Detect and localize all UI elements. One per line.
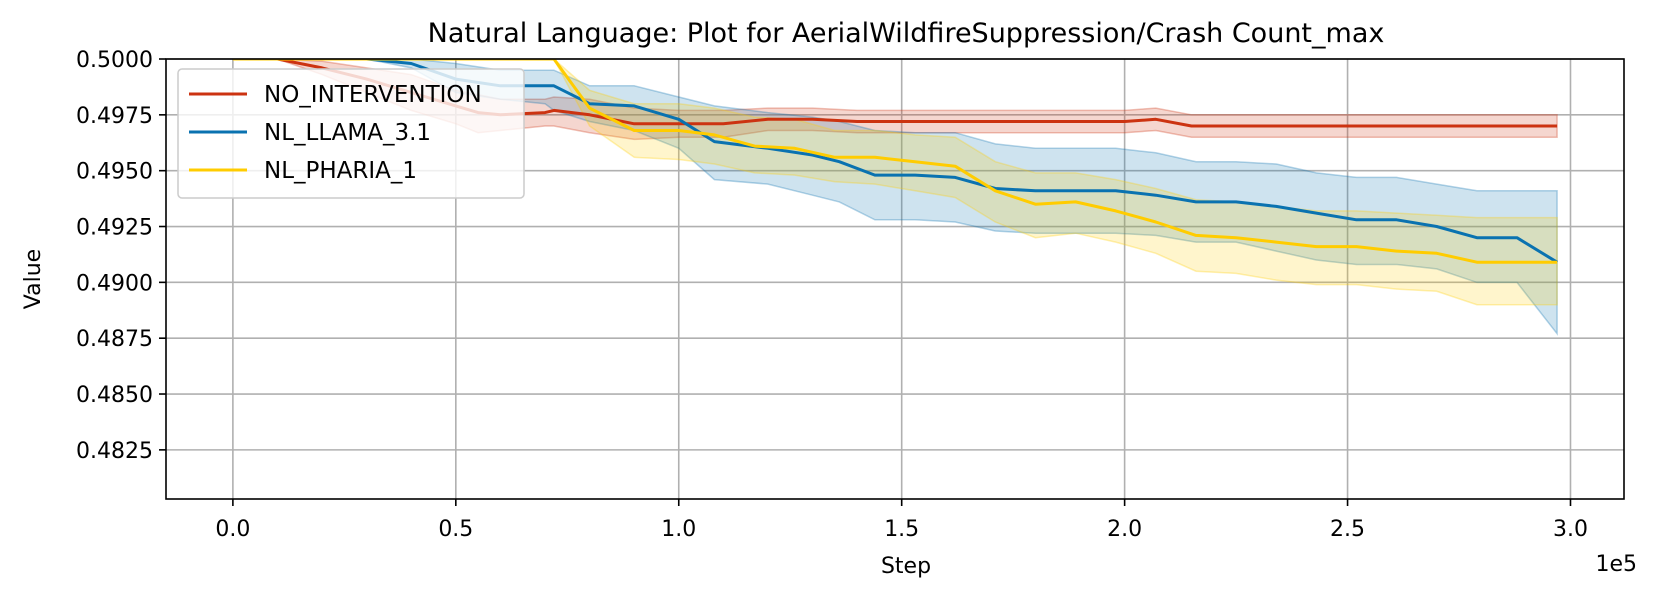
x-axis-label: Step (881, 554, 931, 579)
y-axis-label: Value (21, 249, 46, 309)
legend-label-nl-llama-3-1: NL_LLAMA_3.1 (264, 120, 431, 146)
line-nl-pharia-1 (232, 59, 1558, 264)
y-tick-label: 0.4950 (76, 160, 153, 185)
x-axis-offset-label: 1e5 (1595, 552, 1637, 577)
legend-label-no-intervention: NO_INTERVENTION (264, 82, 482, 108)
y-tick-label: 0.4900 (76, 271, 153, 296)
legend-box (177, 68, 525, 199)
y-tick-label: 0.4875 (76, 327, 153, 352)
x-axis-ticks: 0.0 0.5 1.0 1.5 2.0 2.5 3.0 (215, 499, 1588, 542)
x-tick-label: 0.5 (438, 517, 473, 542)
x-tick-label: 2.0 (1107, 517, 1142, 542)
y-tick-label: 0.4825 (76, 439, 153, 464)
x-tick-label: 0.0 (215, 517, 250, 542)
x-tick-label: 2.5 (1330, 517, 1365, 542)
chart-title: Natural Language: Plot for AerialWildfir… (428, 18, 1385, 49)
x-tick-label: 1.0 (661, 517, 696, 542)
y-axis-ticks: 0.4825 0.4850 0.4875 0.4900 0.4925 0.4950 0.49… (76, 48, 166, 464)
plot-frame (165, 58, 1625, 500)
y-tick-label: 0.4850 (76, 383, 153, 408)
x-tick-label: 3.0 (1553, 517, 1588, 542)
legend: NO_INTERVENTION NL_LLAMA_3.1 NL_PHARIA_1 (177, 68, 525, 199)
legend-label-nl-pharia-1: NL_PHARIA_1 (264, 158, 417, 184)
y-tick-label: 0.4975 (76, 104, 153, 129)
y-tick-label: 0.5000 (76, 48, 153, 73)
x-tick-label: 1.5 (884, 517, 919, 542)
y-tick-label: 0.4925 (76, 216, 153, 241)
